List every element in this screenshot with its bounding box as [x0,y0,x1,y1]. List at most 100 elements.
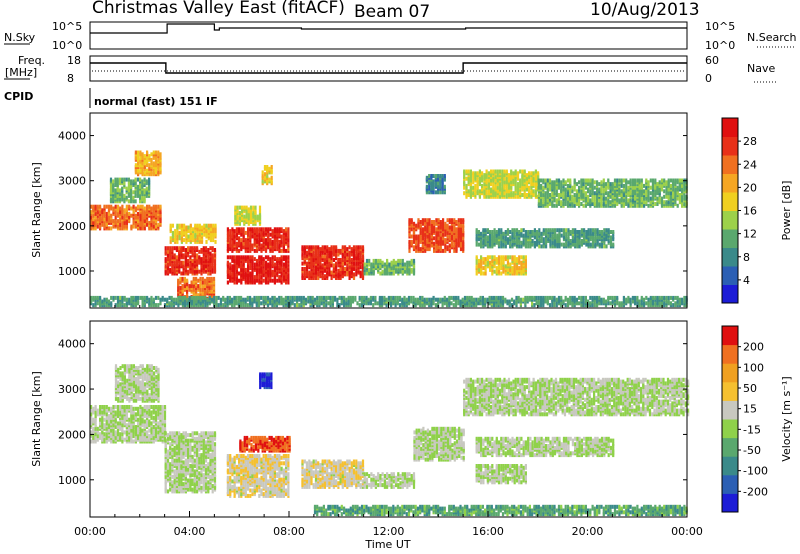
data-cell [251,255,254,260]
data-cell [678,200,681,205]
data-cell [542,178,545,183]
data-cell [656,202,659,206]
data-cell [178,223,181,228]
data-cell [110,295,113,300]
data-cell [569,239,572,243]
data-cell [492,185,495,190]
data-cell [607,198,610,203]
data-cell [511,266,514,271]
data-cell [139,184,142,189]
data-cell [537,178,540,183]
data-cell [594,242,597,247]
data-cell [273,245,276,250]
data-cell [245,205,248,210]
data-cell [681,198,684,203]
data-cell [669,183,672,188]
data-cell [432,186,435,191]
data-cell [195,299,198,304]
data-cell [200,248,203,252]
data-cell [516,185,520,190]
data-cell [273,227,276,232]
data-cell [494,183,497,188]
data-cell [367,297,370,302]
data-cell [296,295,299,300]
data-cell [347,295,350,300]
data-cell [319,272,322,277]
data-cell [257,303,261,308]
data-cell [540,191,543,196]
data-cell [273,295,276,300]
data-cell [197,293,200,298]
data-cell [482,260,485,265]
data-cell [105,204,108,209]
data-cell [355,272,358,277]
data-cell [647,203,650,208]
data-cell [437,218,440,223]
data-cell [319,252,322,257]
data-cell [169,223,172,228]
data-cell [627,191,630,196]
data-cell [280,262,283,267]
data-cell [513,239,516,243]
data-cell [681,178,684,183]
data-cell [235,227,238,232]
data-cell [332,258,335,262]
data-cell [516,189,520,194]
data-cell [587,228,590,233]
data-cell [358,303,361,308]
data-cell [253,278,256,283]
data-cell [130,299,133,304]
data-cell [139,204,142,209]
data-cell [307,299,310,304]
data-cell [245,211,248,215]
data-cell [520,240,523,245]
data-cell [310,252,313,257]
data-cell [199,276,202,281]
data-cell [363,266,366,271]
data-cell [607,178,610,183]
data-cell [534,189,537,194]
data-cell [584,203,587,208]
data-cell [406,260,409,265]
data-cell [681,194,684,199]
data-cell [264,266,268,271]
data-cell [587,187,590,192]
data-cell [260,295,263,300]
data-cell [197,295,200,300]
data-cell [605,233,608,238]
data-cell [269,232,272,237]
data-cell [190,295,193,300]
data-cell [258,262,261,267]
data-cell [267,280,270,285]
data-cell [254,209,257,214]
data-cell [139,155,142,160]
data-cell [584,185,587,190]
data-cell [143,206,146,211]
data-cell [321,274,324,279]
data-cell [118,188,122,193]
data-cell [134,199,137,204]
data-cell [514,183,517,188]
data-cell [503,169,506,174]
data-cell [476,178,479,183]
data-cell [197,278,200,283]
data-cell [504,244,507,249]
data-cell [634,178,637,183]
data-cell [502,266,505,271]
data-cell [542,228,545,233]
data-cell [520,260,523,265]
data-cell [301,267,304,271]
data-cell [123,208,126,213]
data-cell [326,245,329,250]
data-cell [168,301,171,306]
data-cell [207,248,210,252]
data-cell [542,193,545,197]
data-cell [263,172,267,177]
data-cell [176,223,179,228]
data-cell [612,235,615,240]
data-cell [260,280,263,285]
data-cell [482,257,485,262]
data-cell [139,163,142,168]
data-cell [518,258,521,263]
data-cell [305,270,309,275]
